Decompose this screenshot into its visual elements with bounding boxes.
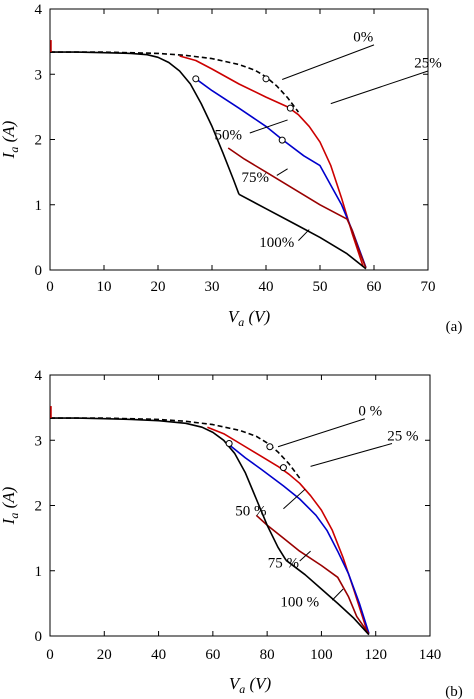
leader-line [249,119,288,134]
x-tick-label: 70 [421,279,436,295]
x-tick-label: 60 [367,279,382,295]
curve-label: 100% [259,235,294,251]
x-tick-label: 100 [310,647,333,663]
series-line-1 [207,426,369,633]
x-tick-label: 40 [151,647,166,663]
series-line-5 [50,51,240,195]
y-tick-label: 2 [35,133,43,149]
y-tick-label: 2 [35,499,43,515]
leader-line [283,488,306,510]
leader-line [310,443,393,467]
curve-label: 50% [214,128,242,144]
y-tick-label: 3 [35,433,43,449]
x-tick-label: 120 [364,647,387,663]
curve-label: 75 % [268,555,299,571]
leader-line [276,168,288,176]
x-axis-label: Va (V) [229,674,272,696]
x-tick-label: 0 [46,279,54,295]
x-tick-label: 0 [46,647,54,663]
series-line-5 [50,417,287,561]
series-line-0 [50,417,301,479]
leader-line [299,550,311,562]
y-tick-label: 0 [35,629,43,645]
x-tick-label: 60 [205,647,220,663]
leader-line [282,44,375,80]
y-tick-label: 3 [35,67,43,83]
x-tick-label: 30 [205,279,220,295]
y-tick-label: 0 [35,263,43,279]
y-tick-label: 4 [35,368,43,384]
series-line-3 [255,514,370,635]
leader-line [330,70,429,105]
y-tick-label: 1 [35,198,43,214]
x-tick-label: 40 [259,279,274,295]
leader-line [298,229,310,241]
panel-b: 0 20 40 60 80 100 120 140 0 1 2 3 4 0 % 25 % 50 % 75 % 10… [0,368,463,699]
series-line-3 [227,147,367,269]
y-axis-label: Ia (A) [0,120,21,159]
x-tick-label: 10 [97,279,112,295]
point-marker [278,136,286,144]
point-marker [266,443,274,451]
x-tick-label: 80 [260,647,275,663]
series-line-4 [238,193,367,270]
point-marker [192,75,200,83]
point-marker [279,464,287,472]
panel-a: 0 10 20 30 40 50 60 70 0 1 2 3 4 0% 25% 50% 75% 100% Va (V… [0,2,462,335]
point-marker [286,104,294,112]
x-tick-label: 20 [97,647,112,663]
y-tick-label: 4 [35,2,43,18]
curve-label: 75% [241,170,269,186]
curve-label: 25 % [387,428,418,444]
x-tick-label: 140 [419,647,442,663]
y-axis-label: Ia (A) [0,486,21,525]
curve-label: 0 % [358,403,382,419]
y-tick-label: 1 [35,564,43,580]
leader-line [331,588,344,601]
series-line-0 [50,51,300,113]
series-line-1 [179,55,364,267]
curve-label: 50 % [235,503,266,519]
point-marker [262,75,270,83]
series-line-4 [285,559,370,636]
curve-label: 0% [353,30,373,46]
x-tick-label: 50 [313,279,328,295]
curve-label: 100 % [280,595,319,611]
panel-label: (a) [446,319,463,335]
x-tick-label: 20 [151,279,166,295]
leader-line [277,418,366,448]
series-line-2 [228,444,370,634]
series-line-2 [195,78,367,268]
point-marker [225,440,233,448]
x-axis-label: Va (V) [228,307,271,329]
panel-label: (b) [445,684,463,699]
curve-label: 25% [414,56,442,72]
